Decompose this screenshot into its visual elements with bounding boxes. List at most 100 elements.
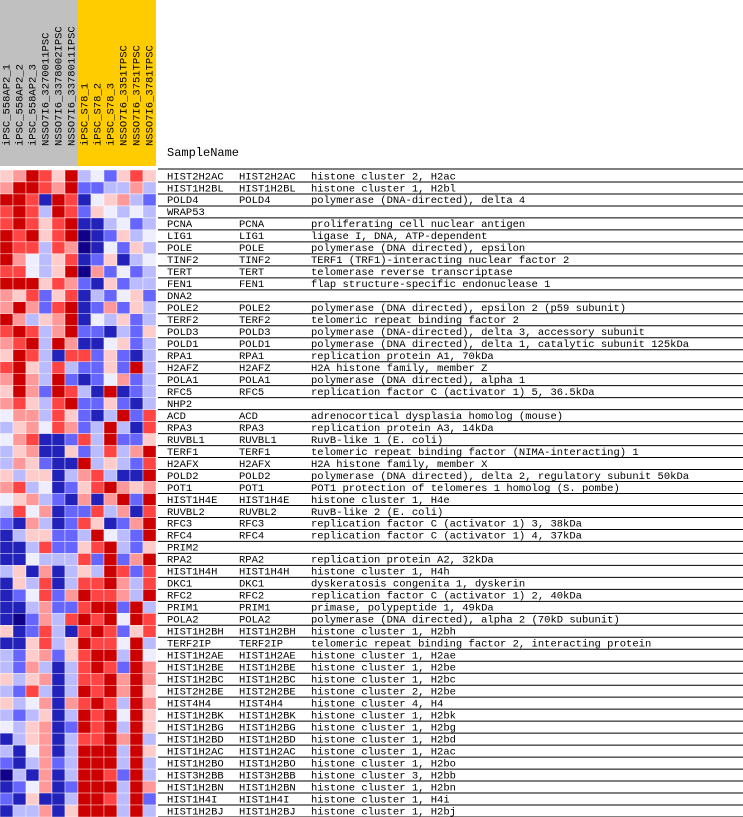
gene-description: histone cluster 1, H2bc — [311, 674, 456, 686]
heatmap-cell — [51, 361, 66, 374]
heatmap-cell — [38, 361, 53, 374]
heatmap-cell — [51, 229, 66, 243]
heatmap-cell — [64, 696, 79, 710]
gene-description: polymerase (DNA directed), delta 1, cata… — [311, 339, 689, 351]
gene-symbol: HIST1H2BH — [167, 627, 224, 639]
heatmap-cell — [0, 804, 14, 817]
heatmap-cell — [77, 409, 92, 422]
gene-id: PCNA — [239, 219, 265, 231]
heatmap-cell — [129, 385, 144, 398]
column-header — [143, 0, 156, 166]
heatmap-cell — [12, 780, 27, 794]
heatmap-cell — [129, 673, 144, 686]
gene-symbol: HIST3H2BB — [167, 770, 224, 782]
gene-description: polymerase (DNA directed), epsilon 2 (p5… — [311, 303, 626, 315]
heatmap-cell — [25, 637, 40, 650]
heatmap-cell — [12, 301, 27, 314]
heatmap-cell — [142, 253, 157, 267]
gene-symbol: ACD — [167, 411, 186, 423]
heatmap-cell — [64, 529, 79, 542]
heatmap-cell — [38, 577, 53, 590]
gene-id: HIST3H2BB — [239, 770, 296, 782]
gene-id: H2AFX — [239, 459, 271, 471]
heatmap-cell — [129, 768, 144, 782]
heatmap-cell — [12, 277, 27, 291]
heatmap-cell — [116, 768, 131, 782]
heatmap-cell — [103, 289, 118, 302]
heatmap-cell — [0, 313, 14, 326]
gene-symbol: POLA1 — [167, 375, 199, 387]
heatmap-cell — [64, 433, 79, 446]
gene-description: telomeric repeat binding factor (NIMA-in… — [311, 447, 639, 459]
heatmap-cell — [12, 732, 27, 746]
heatmap-cell — [77, 397, 92, 410]
heatmap-cell — [129, 241, 144, 255]
heatmap-cell — [77, 433, 92, 446]
heatmap-cell — [129, 481, 144, 494]
gene-symbol: HIST2H2BE — [167, 686, 224, 698]
heatmap-cell — [77, 457, 92, 470]
heatmap-cell — [142, 265, 157, 279]
heatmap-cell — [77, 361, 92, 374]
heatmap-cell — [38, 169, 53, 183]
heatmap-cell — [64, 349, 79, 362]
heatmap-cell — [64, 457, 79, 470]
heatmap-cell — [116, 385, 131, 398]
gene-id: H2AFZ — [239, 363, 271, 375]
heatmap-cell — [129, 541, 144, 554]
heatmap-cell — [0, 385, 14, 398]
heatmap-cell — [25, 181, 40, 195]
heatmap-cell — [77, 553, 92, 566]
heatmap-cell — [64, 229, 79, 243]
heatmap-cell — [25, 361, 40, 374]
heatmap-cell — [64, 325, 79, 338]
heatmap-cell — [12, 589, 27, 602]
heatmap-cell — [12, 229, 27, 243]
heatmap-cell — [25, 457, 40, 470]
heatmap-cell — [0, 601, 14, 614]
heatmap-cell — [142, 589, 157, 602]
heatmap-cell — [25, 708, 40, 722]
heatmap-cell — [116, 744, 131, 758]
heatmap-cell — [142, 373, 157, 386]
heatmap-cell — [12, 349, 27, 362]
heatmap-cell — [12, 361, 27, 374]
heatmap-cell — [25, 373, 40, 386]
heatmap-cell — [38, 325, 53, 338]
heatmap-cell — [51, 193, 66, 207]
heatmap-cell — [64, 181, 79, 195]
heatmap-cell — [25, 325, 40, 338]
heatmap-cell — [77, 625, 92, 638]
gene-id: POLE2 — [239, 303, 271, 315]
heatmap-cell — [77, 589, 92, 602]
heatmap-cell — [90, 744, 105, 758]
gene-symbol: HIST1H2AC — [167, 746, 224, 758]
heatmap-cell — [38, 565, 53, 578]
heatmap-cell — [90, 229, 105, 243]
gene-id: LIG1 — [239, 231, 264, 243]
heatmap-cell — [64, 780, 79, 794]
heatmap-cell — [38, 732, 53, 746]
heatmap-cell — [142, 720, 157, 734]
heatmap-cell — [103, 325, 118, 338]
heatmap-cell — [64, 277, 79, 291]
heatmap-cell — [38, 744, 53, 758]
gene-id: HIST1H2BC — [239, 674, 296, 686]
gene-id: HIST1H4H — [239, 567, 289, 579]
gene-description: histone cluster 1, H2bd — [311, 734, 456, 746]
heatmap-cell — [142, 768, 157, 782]
heatmap-cell — [129, 637, 144, 650]
heatmap-cell — [51, 205, 66, 219]
heatmap-cell — [51, 708, 66, 722]
heatmap-cell — [116, 601, 131, 614]
heatmap-cell — [103, 385, 118, 398]
heatmap-cell — [64, 625, 79, 638]
heatmap-cell — [77, 601, 92, 614]
heatmap-cell — [103, 529, 118, 542]
gene-id: POLA2 — [239, 615, 271, 627]
heatmap-cell — [103, 373, 118, 386]
heatmap-cell — [77, 181, 92, 195]
heatmap-cell — [38, 349, 53, 362]
gene-symbol: RFC4 — [167, 531, 192, 543]
gene-id: RFC5 — [239, 387, 264, 399]
